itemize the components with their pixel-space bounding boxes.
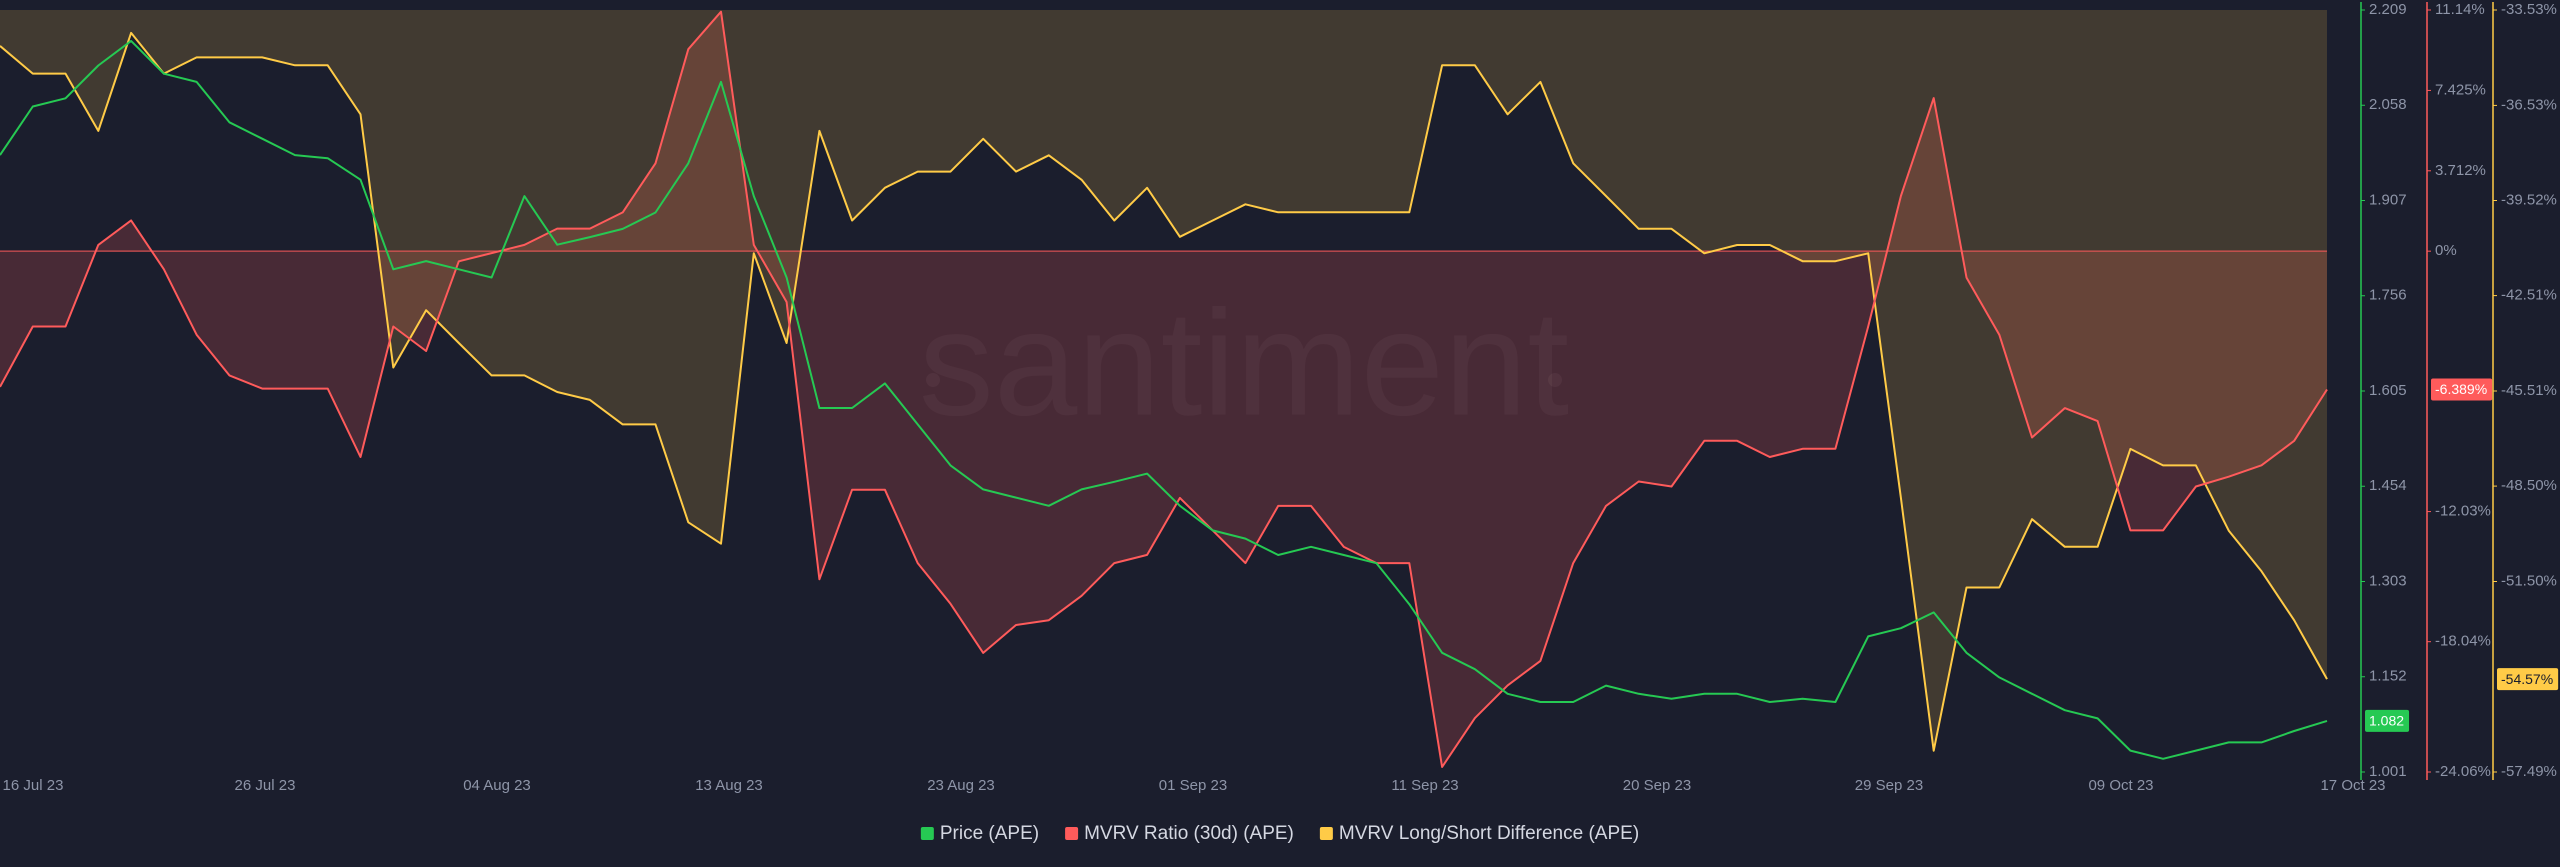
y-tick-label: -18.04% (2435, 633, 2491, 650)
legend-label: Price (APE) (940, 823, 1039, 844)
y-tick-label: -24.06% (2435, 763, 2491, 780)
y-tick-label: 1.907 (2369, 191, 2407, 208)
y-tick-label: 0% (2435, 242, 2457, 259)
y-tick-label: 11.14% (2435, 1, 2485, 18)
watermark-dot (1548, 373, 1562, 387)
current-value-box (2497, 668, 2559, 691)
series-line (0, 39, 2328, 760)
y-tick-label: 1.756 (2369, 287, 2407, 304)
legend-item: Price (APE) (920, 823, 1039, 844)
y-tick-label: 1.001 (2369, 763, 2407, 780)
y-tick-label: -33.53% (2501, 1, 2557, 18)
y-tick-label: 1.152 (2369, 668, 2407, 685)
y-tick-label: -42.51% (2501, 287, 2557, 304)
y-tick-label: 3.712% (2435, 162, 2486, 179)
y-tick-label: -36.53% (2501, 96, 2557, 113)
x-tick-label: 13 Aug 23 (695, 777, 763, 794)
x-tick-label: 29 Sep 23 (1855, 777, 1923, 794)
current-value-label: 1.082 (2369, 713, 2404, 729)
y-tick-label: -51.50% (2501, 572, 2557, 589)
current-value-tag: -54.57% (2497, 668, 2559, 691)
y-tick-label: -39.52% (2501, 191, 2557, 208)
x-tick-label: 20 Sep 23 (1623, 777, 1691, 794)
y-tick-label: -48.50% (2501, 477, 2557, 494)
x-tick-label: 23 Aug 23 (927, 777, 995, 794)
legend-label: MVRV Long/Short Difference (APE) (1339, 823, 1639, 844)
current-value-box (2365, 709, 2410, 732)
y-tick-label: -12.03% (2435, 503, 2491, 520)
series-line (0, 10, 2328, 768)
current-value-tag: 1.082 (2365, 709, 2410, 732)
watermark: santiment (919, 279, 1569, 447)
series-area (0, 10, 2327, 751)
current-value-tag: -6.389% (2431, 378, 2493, 401)
y-tick-label: 2.209 (2369, 1, 2407, 18)
current-value-label: -6.389% (2435, 381, 2487, 397)
y-tick-label: 1.303 (2369, 572, 2407, 589)
x-tick-label: 17 Oct 23 (2320, 777, 2385, 794)
x-tick-label: 16 Jul 23 (3, 777, 64, 794)
x-tick-label: 09 Oct 23 (2088, 777, 2153, 794)
x-tick-label: 01 Sep 23 (1159, 777, 1227, 794)
y-tick-label: 2.058 (2369, 96, 2407, 113)
current-value-box (2431, 378, 2493, 401)
watermark-dot (926, 373, 940, 387)
legend-item: MVRV Long/Short Difference (APE) (1319, 823, 1639, 844)
legend-swatch (1065, 827, 1079, 840)
x-tick-label: 26 Jul 23 (235, 777, 296, 794)
x-tick-label: 04 Aug 23 (463, 777, 531, 794)
legend-swatch (920, 827, 934, 840)
current-value-label: -54.57% (2501, 671, 2553, 687)
legend-swatch (1319, 827, 1333, 840)
x-tick-label: 11 Sep 23 (1391, 777, 1458, 794)
y-tick-label: 1.454 (2369, 477, 2407, 494)
y-tick-label: 1.605 (2369, 382, 2407, 399)
y-tick-label: 7.425% (2435, 81, 2486, 98)
legend-label: MVRV Ratio (30d) (APE) (1084, 823, 1294, 844)
y-tick-label: -45.51% (2501, 382, 2557, 399)
y-tick-label: -57.49% (2501, 763, 2557, 780)
series-area (0, 11, 2327, 767)
legend-item: MVRV Ratio (30d) (APE) (1065, 823, 1294, 844)
series-line (0, 31, 2328, 752)
